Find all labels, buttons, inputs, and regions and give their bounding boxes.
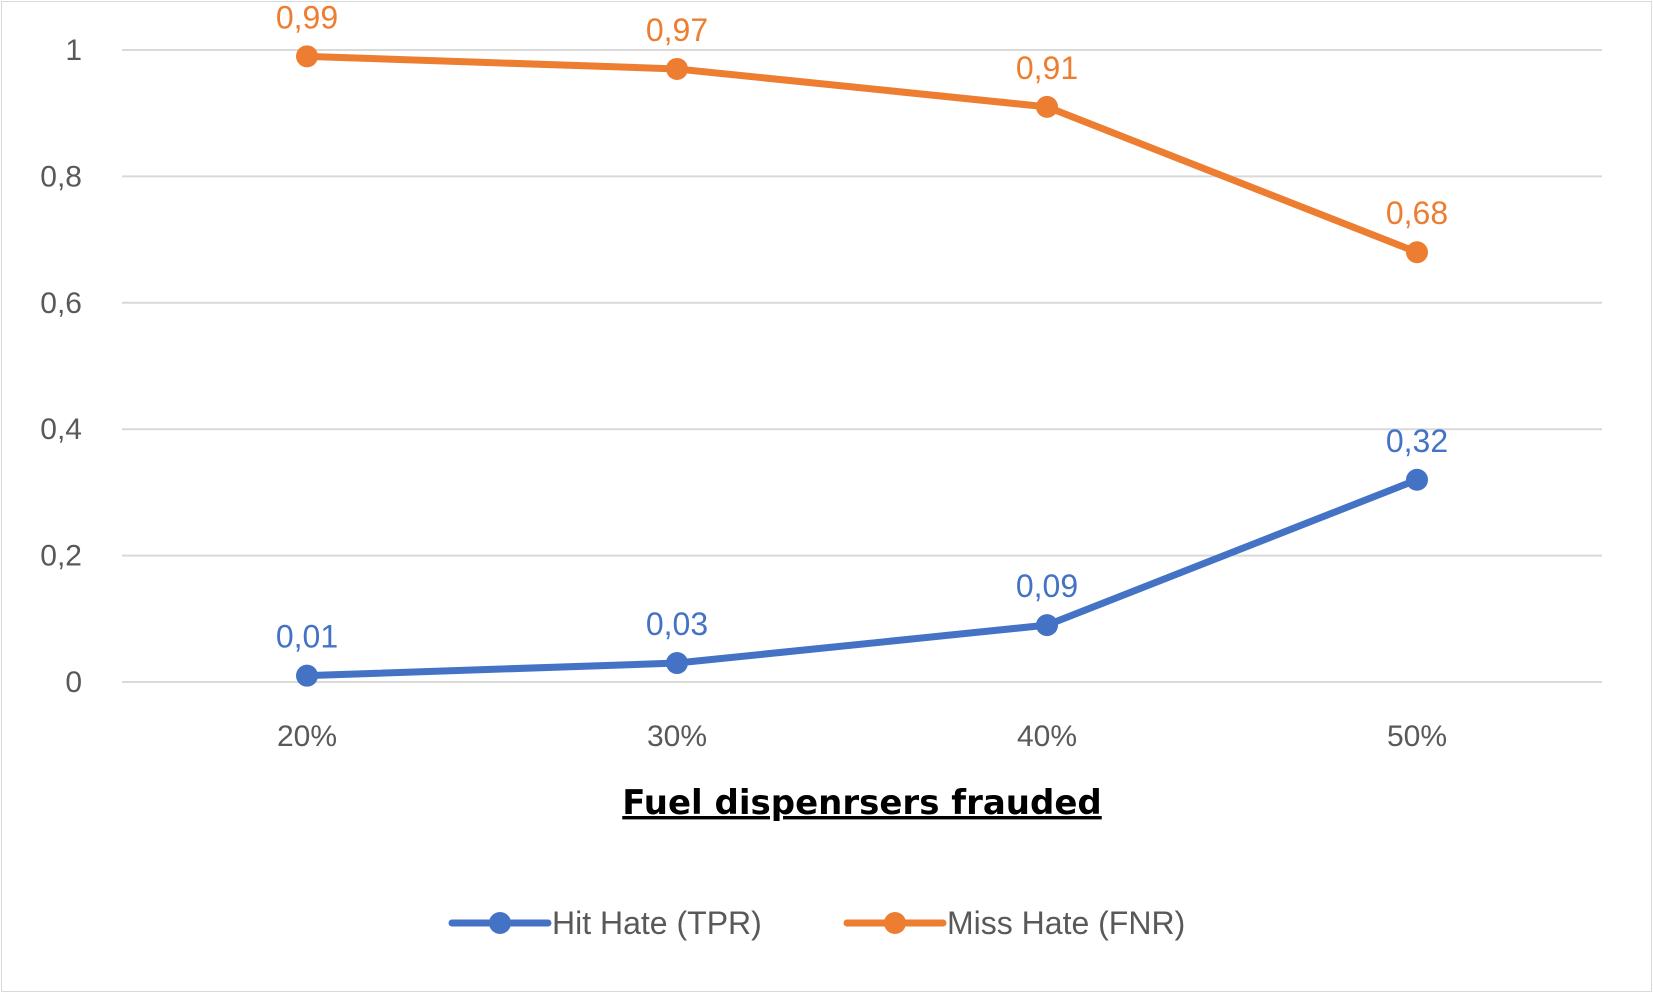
data-label: 0,01 [276,619,338,655]
data-point [296,45,318,68]
x-tick-label: 40% [1017,720,1077,753]
y-tick-label: 0,8 [40,160,82,193]
series-line-0 [303,476,1421,680]
legend-label: Miss Hate (FNR) [947,905,1185,941]
gridlines [122,49,1602,683]
data-point [296,664,318,687]
data-point [1036,95,1058,118]
y-tick-label: 0,2 [40,540,82,573]
data-label: 0,97 [646,12,708,48]
legend-label: Hit Hate (TPR) [552,905,762,941]
x-tick-label: 30% [647,720,707,753]
series-line-1 [303,52,1421,256]
x-tick-label: 50% [1387,720,1447,753]
series-layer [296,45,1428,687]
legend: Hit Hate (TPR) Miss Hate (FNR) [448,905,1185,941]
data-label: 0,68 [1386,195,1448,231]
data-point [1406,241,1428,264]
y-axis-ticks: 0 0,2 0,4 0,6 0,8 1 [40,34,82,699]
data-label: 0,09 [1016,568,1078,604]
data-point [666,652,688,675]
legend-marker [884,912,906,934]
data-point [1406,468,1428,491]
legend-marker [489,912,511,934]
data-labels: 0,01 0,03 0,09 0,32 0,99 0,97 0,91 0,68 [276,0,1448,655]
data-label: 0,32 [1386,423,1448,459]
data-label: 0,99 [276,0,338,35]
x-axis-title: Fuel dispenrsers frauded [622,783,1101,823]
data-label: 0,91 [1016,50,1078,86]
y-tick-label: 1 [65,34,82,67]
y-tick-label: 0,4 [40,413,82,446]
y-tick-label: 0 [65,666,82,699]
data-label: 0,03 [646,606,708,642]
data-point [1036,614,1058,637]
data-point [666,57,688,80]
y-tick-label: 0,6 [40,287,82,320]
x-tick-label: 20% [277,720,337,753]
x-axis-ticks: 20% 30% 40% 50% [277,720,1447,753]
